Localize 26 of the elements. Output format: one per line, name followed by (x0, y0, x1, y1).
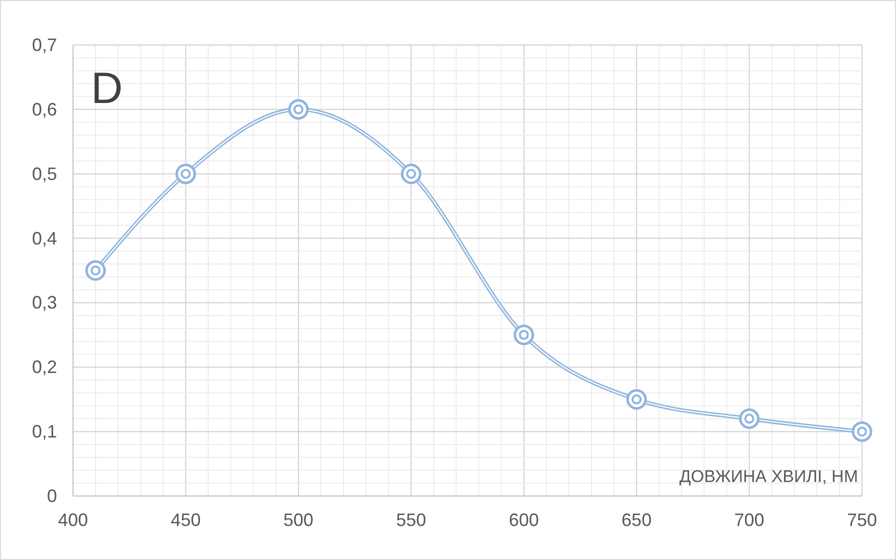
point (852, 421, 872, 442)
x-tick-label: 450 (170, 510, 201, 530)
point (626, 389, 647, 410)
point (85, 260, 106, 281)
x-tick-label: 500 (283, 510, 314, 530)
x-tick-label: 700 (734, 510, 764, 530)
point (739, 408, 760, 429)
y-tick-label: 0,5 (32, 164, 57, 184)
y-tick-label: 0,6 (32, 99, 57, 120)
point (288, 99, 309, 120)
x-tick-label: 650 (622, 510, 652, 530)
x-tick-label: 550 (396, 510, 426, 530)
point (175, 164, 196, 184)
x-tick-label: 400 (58, 510, 88, 530)
y-tick-label: 0,3 (32, 292, 57, 313)
y-tick-label: 0,1 (32, 422, 57, 442)
x-tick-label: 600 (508, 510, 539, 530)
annotation: D (91, 64, 123, 113)
point (400, 164, 422, 184)
x-tick-label: 750 (846, 510, 878, 530)
x-axis-title: ДОВЖИНА ХВИЛІ, НМ (679, 467, 858, 486)
y-tick-label: 0,2 (32, 357, 57, 378)
y-tick-label: 0,7 (32, 35, 57, 55)
y-tick-label: 0 (46, 486, 57, 506)
point (514, 324, 534, 346)
y-tick-label: 0,4 (32, 228, 57, 248)
